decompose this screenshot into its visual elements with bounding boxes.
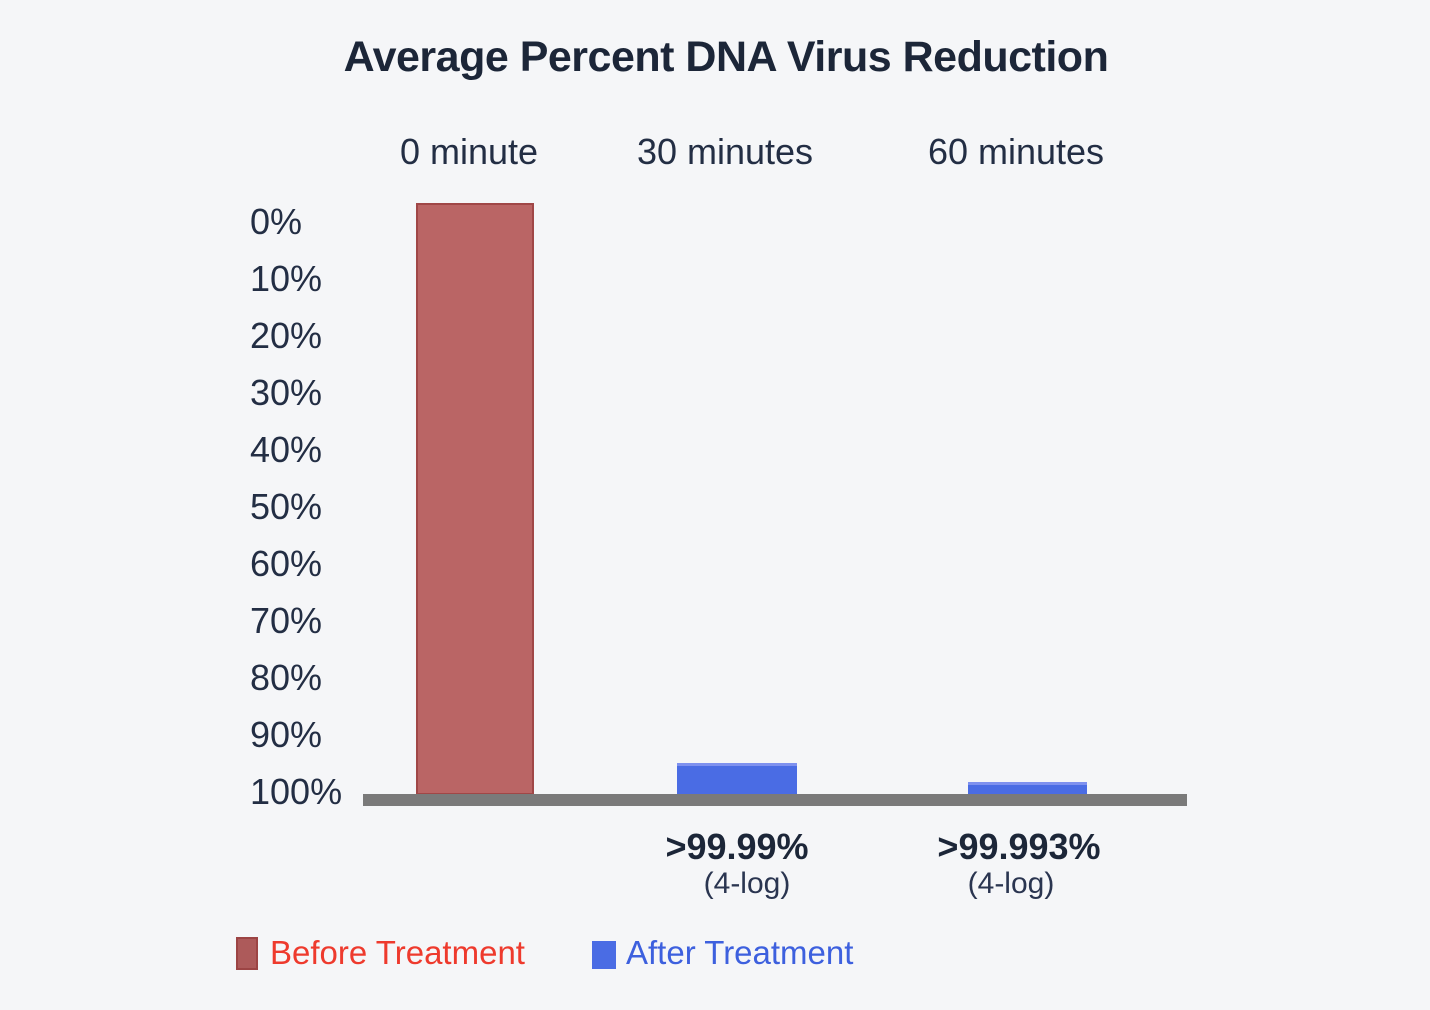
bar-after-treatment-30min: [677, 763, 797, 795]
category-label-60-minutes: 60 minutes: [927, 131, 1105, 172]
x-axis-baseline: [363, 794, 1187, 806]
legend-label-after-treatment: After Treatment: [626, 934, 854, 971]
annotation-note-30min: (4-log): [703, 867, 791, 900]
y-axis-tick-label: 40%: [250, 429, 323, 470]
y-axis-tick-label: 20%: [250, 315, 323, 356]
category-label-0-minute: 0 minute: [399, 131, 539, 172]
annotation-value-30min: >99.99%: [665, 826, 809, 867]
y-axis-tick-label: 90%: [250, 714, 323, 755]
category-label-30-minutes: 30 minutes: [636, 131, 814, 172]
bar-after-treatment-60min: [968, 782, 1087, 795]
y-axis-tick-label: 100%: [250, 771, 343, 812]
y-axis-tick-label: 10%: [250, 258, 323, 299]
chart-title: Average Percent DNA Virus Reduction: [343, 33, 1109, 81]
y-axis-tick-label: 50%: [250, 486, 323, 527]
y-axis-tick-label: 30%: [250, 372, 323, 413]
annotation-value-60min: >99.993%: [937, 826, 1101, 867]
bar-before-treatment-0min: [416, 203, 534, 795]
annotation-note-60min: (4-log): [967, 867, 1055, 900]
y-axis-tick-label: 70%: [250, 600, 323, 641]
legend-label-before-treatment: Before Treatment: [270, 934, 525, 971]
y-axis-tick-label: 0%: [250, 201, 303, 242]
y-axis-tick-label: 60%: [250, 543, 323, 584]
y-axis-tick-label: 80%: [250, 657, 323, 698]
legend-swatch-before-treatment: [236, 937, 258, 970]
legend-swatch-after-treatment: [592, 941, 616, 969]
